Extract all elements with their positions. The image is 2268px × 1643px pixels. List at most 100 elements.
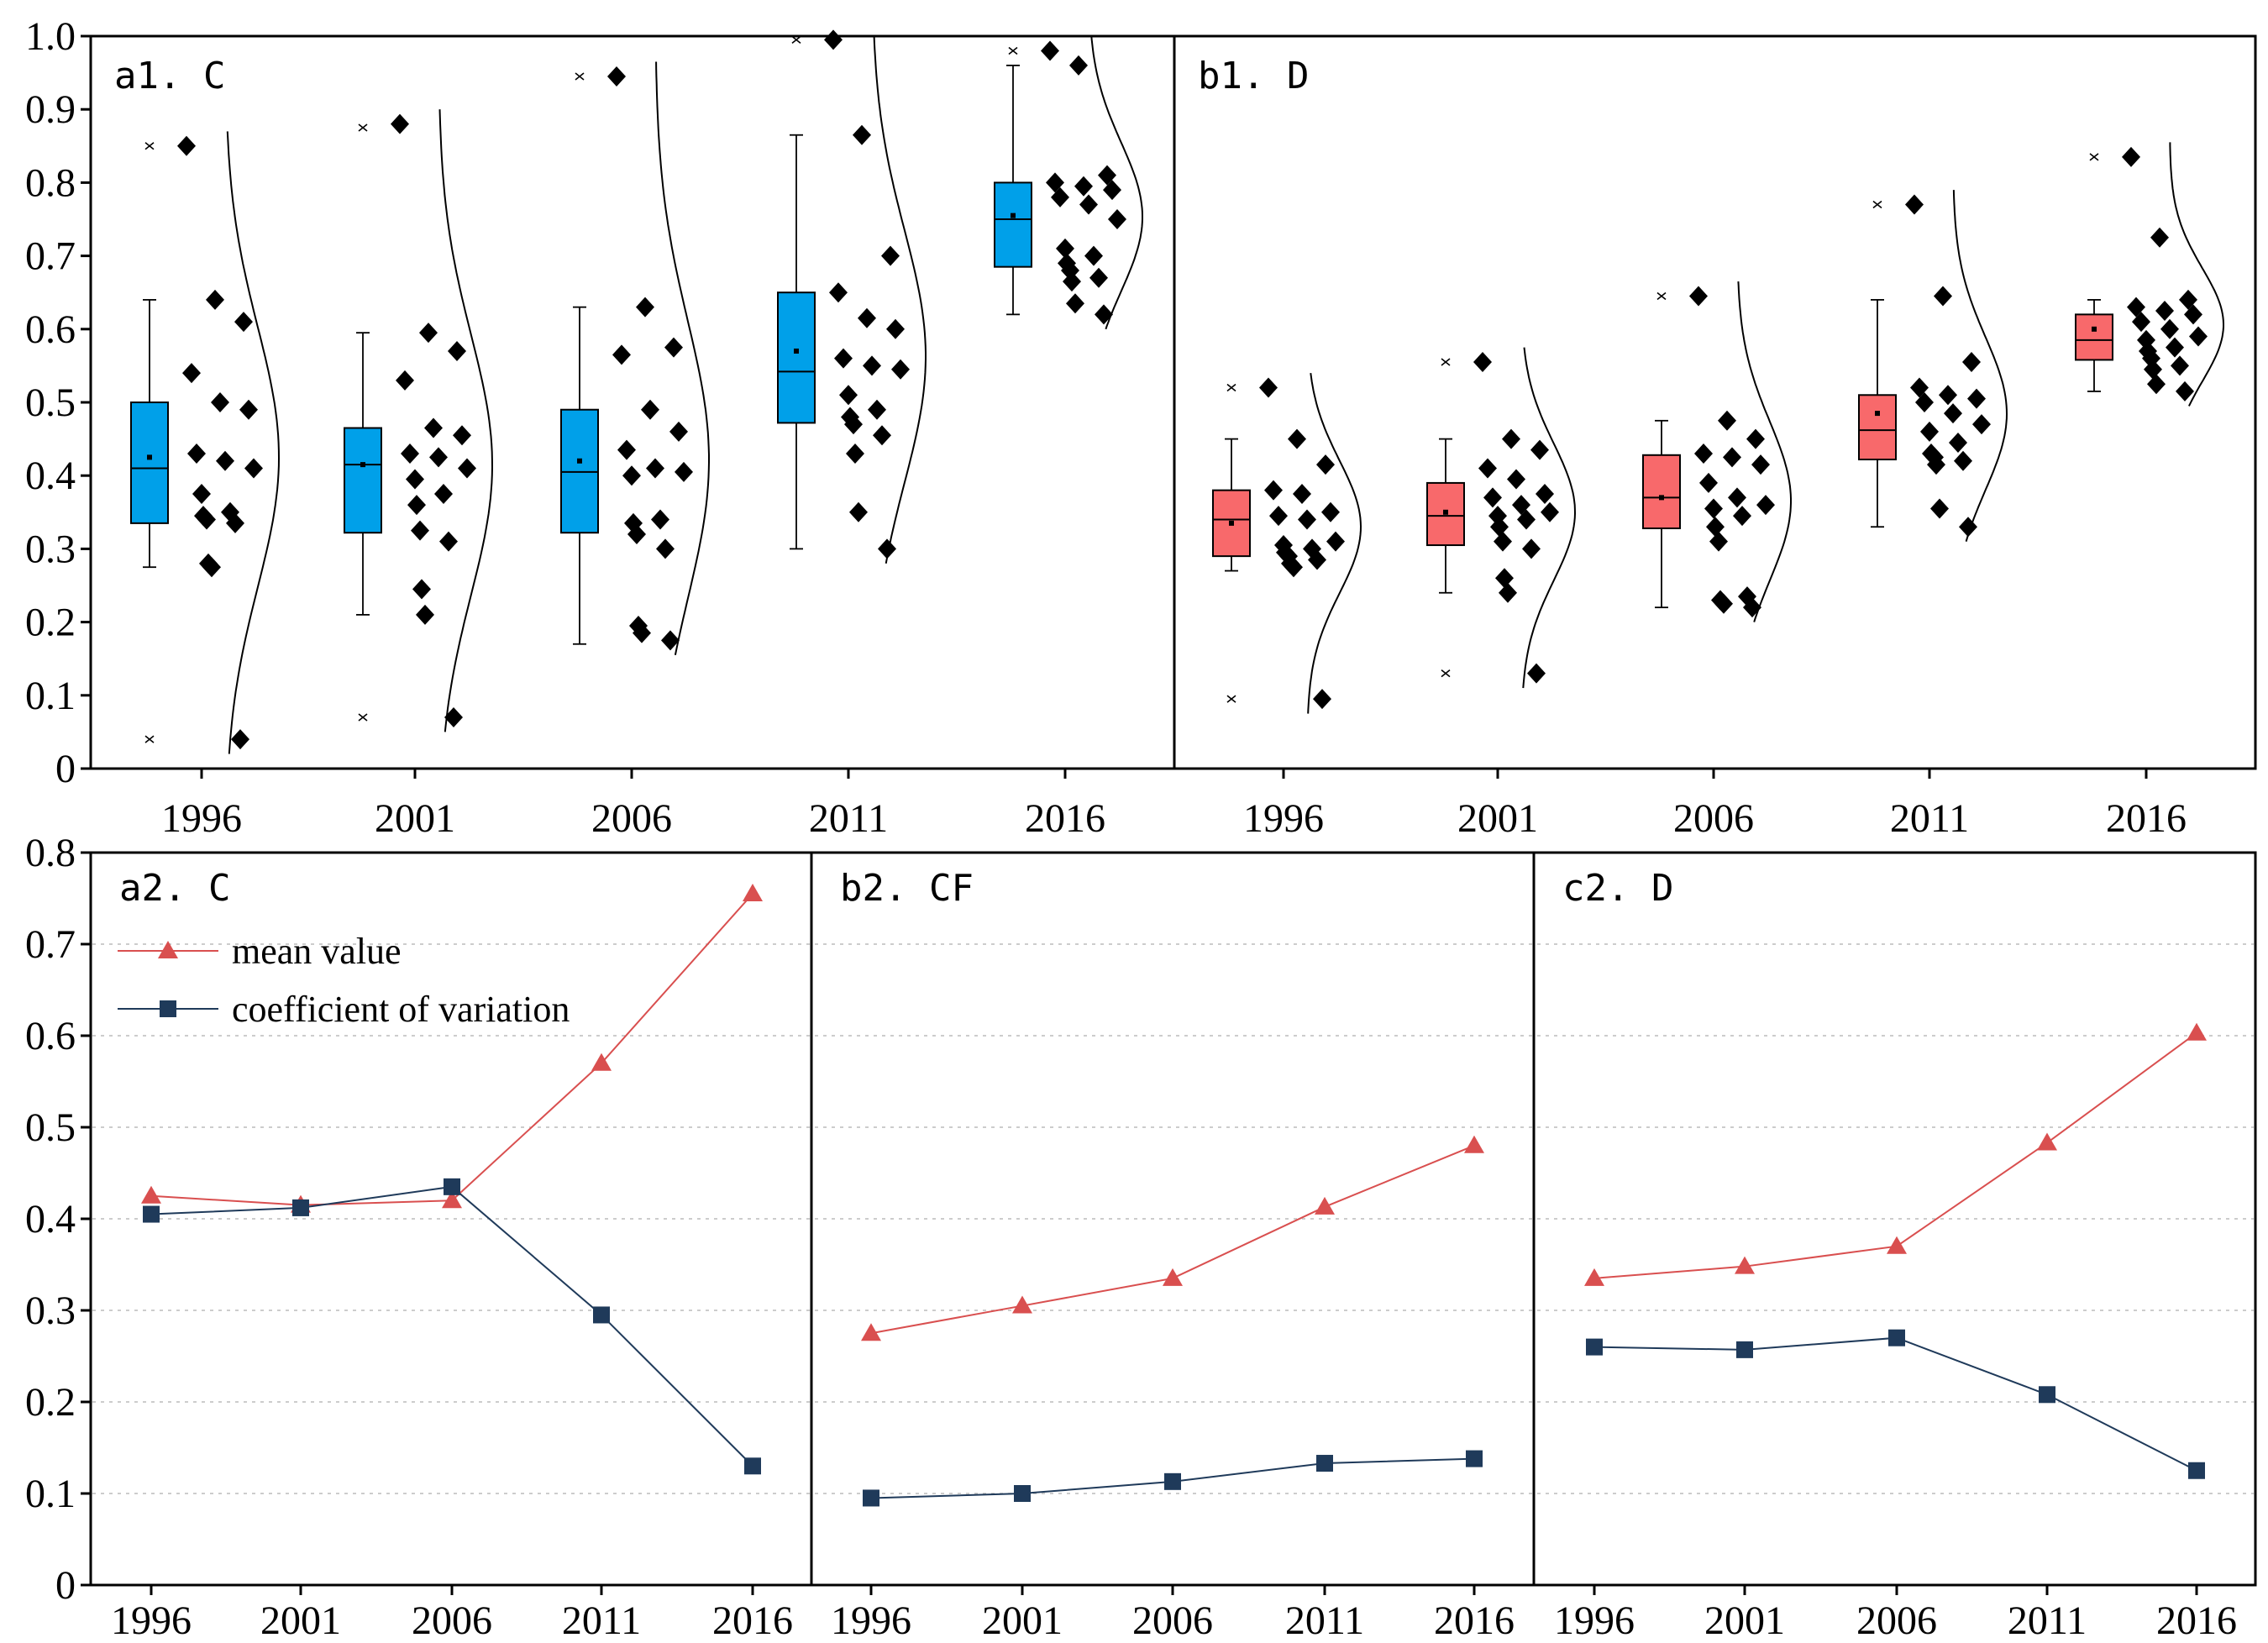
series-line	[1593, 1336, 2197, 1472]
box-2006	[1642, 454, 1681, 529]
box-mean	[1659, 495, 1664, 501]
data-point	[849, 501, 868, 522]
marker-square	[1736, 1341, 1753, 1358]
box-outlier	[1872, 200, 1882, 209]
data-point	[391, 113, 409, 134]
data-point	[1967, 388, 1986, 409]
data-point	[1541, 501, 1559, 522]
data-point	[1494, 531, 1512, 552]
box-outlier	[1008, 46, 1018, 55]
data-point	[434, 484, 453, 504]
data-point	[429, 447, 448, 468]
data-point	[664, 337, 683, 358]
box-outlier	[791, 35, 801, 44]
data-point	[853, 124, 871, 145]
data-point	[187, 444, 206, 465]
data-point	[878, 538, 896, 559]
data-point	[1522, 538, 1541, 559]
normal-curve	[1307, 372, 1362, 714]
marker-square	[292, 1199, 309, 1216]
normal-curve	[1952, 190, 2008, 542]
data-point	[202, 557, 221, 578]
marker-square	[2039, 1386, 2055, 1404]
box-2001	[1426, 481, 1465, 547]
data-point	[1308, 549, 1326, 570]
data-point	[834, 348, 853, 369]
y-tick-label: 1.0	[25, 14, 76, 59]
data-point	[2122, 146, 2140, 167]
panel-b1: b1. D 1996 2001 2006 2011 2016	[1198, 55, 2224, 841]
data-point	[211, 392, 229, 412]
data-point	[234, 312, 253, 333]
data-point	[839, 385, 858, 406]
box-2011	[777, 291, 816, 424]
x-tick-label: 2016	[2106, 796, 2187, 841]
box-mean	[1443, 509, 1448, 515]
data-point	[1298, 509, 1316, 530]
data-point	[1733, 506, 1751, 527]
normal-curve	[226, 131, 281, 754]
box-mean	[1875, 411, 1880, 417]
y-tick-label: 0.2	[25, 1380, 76, 1425]
data-point	[1103, 180, 1121, 201]
marker-square	[744, 1457, 761, 1475]
x-tick-label: 1996	[111, 1598, 192, 1643]
marker-triangle	[1735, 1256, 1755, 1274]
box-1996	[130, 402, 169, 524]
legend-label: coefficient of variation	[232, 989, 570, 1030]
data-point	[192, 484, 211, 504]
data-point	[1056, 238, 1074, 259]
data-point	[1499, 582, 1517, 603]
marker-square	[1014, 1485, 1031, 1502]
box-outlier	[358, 123, 368, 132]
data-point	[216, 450, 234, 471]
data-point	[1316, 454, 1335, 475]
box-outlier	[2089, 153, 2099, 161]
normal-curve	[1522, 347, 1577, 689]
data-point	[1288, 428, 1306, 449]
data-point	[1074, 176, 1093, 197]
data-point	[1714, 593, 1733, 614]
marker-triangle	[442, 1190, 462, 1209]
legend-label: mean value	[232, 931, 402, 972]
marker-triangle	[1887, 1236, 1907, 1254]
data-point	[886, 318, 905, 339]
marker-square	[1316, 1455, 1333, 1472]
y-tick-label: 0.1	[25, 674, 76, 718]
data-point	[206, 289, 224, 310]
data-point	[419, 323, 438, 344]
data-point	[231, 729, 249, 750]
y-tick-label: 0.6	[25, 1014, 76, 1058]
data-point	[1079, 194, 1098, 215]
y-tick-label: 0.5	[25, 381, 76, 425]
data-point	[1495, 568, 1514, 589]
data-point	[2144, 359, 2162, 380]
box-outlier	[1226, 695, 1236, 703]
y-tick-label: 0.2	[25, 601, 76, 645]
box-outlier	[1226, 383, 1236, 392]
marker-square	[2188, 1462, 2205, 1479]
box-2011	[1858, 394, 1897, 461]
data-point	[656, 538, 675, 559]
data-point	[1041, 40, 1059, 61]
data-point	[873, 425, 891, 446]
marker-triangle	[2037, 1132, 2057, 1151]
panel-a2: a2. C 1996 2001 2006 2011 2016	[111, 867, 793, 1643]
panel-a1: a1. C 1996 2001 2006 2011 2016	[114, 29, 1143, 841]
data-point	[641, 399, 659, 420]
marker-triangle	[141, 1185, 161, 1204]
box-outlier	[358, 713, 368, 722]
marker-triangle	[1315, 1196, 1335, 1215]
data-point	[406, 469, 424, 490]
y-tick-label: 0.7	[25, 234, 76, 279]
data-point	[1915, 392, 1934, 412]
data-point	[1066, 293, 1084, 314]
data-point	[858, 307, 876, 328]
marker-triangle	[1163, 1268, 1183, 1286]
data-point	[1478, 458, 1497, 479]
y-tick-label: 0.9	[25, 87, 76, 132]
series-line	[150, 1185, 753, 1467]
box-2016	[994, 181, 1032, 268]
data-point	[1517, 509, 1536, 530]
data-point	[627, 523, 646, 544]
